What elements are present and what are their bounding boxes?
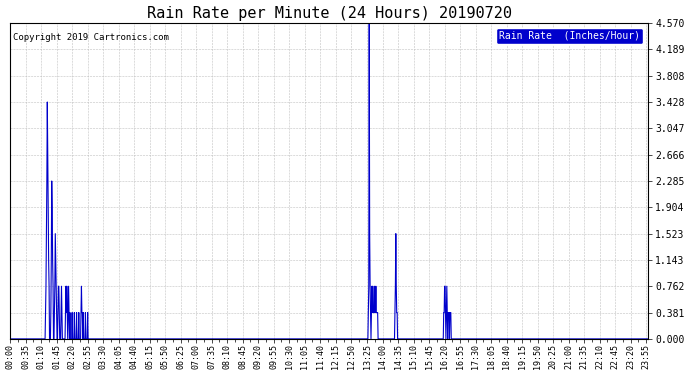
- Legend: Rain Rate  (Inches/Hour): Rain Rate (Inches/Hour): [496, 28, 643, 44]
- Text: Copyright 2019 Cartronics.com: Copyright 2019 Cartronics.com: [13, 33, 169, 42]
- Title: Rain Rate per Minute (24 Hours) 20190720: Rain Rate per Minute (24 Hours) 20190720: [146, 6, 511, 21]
